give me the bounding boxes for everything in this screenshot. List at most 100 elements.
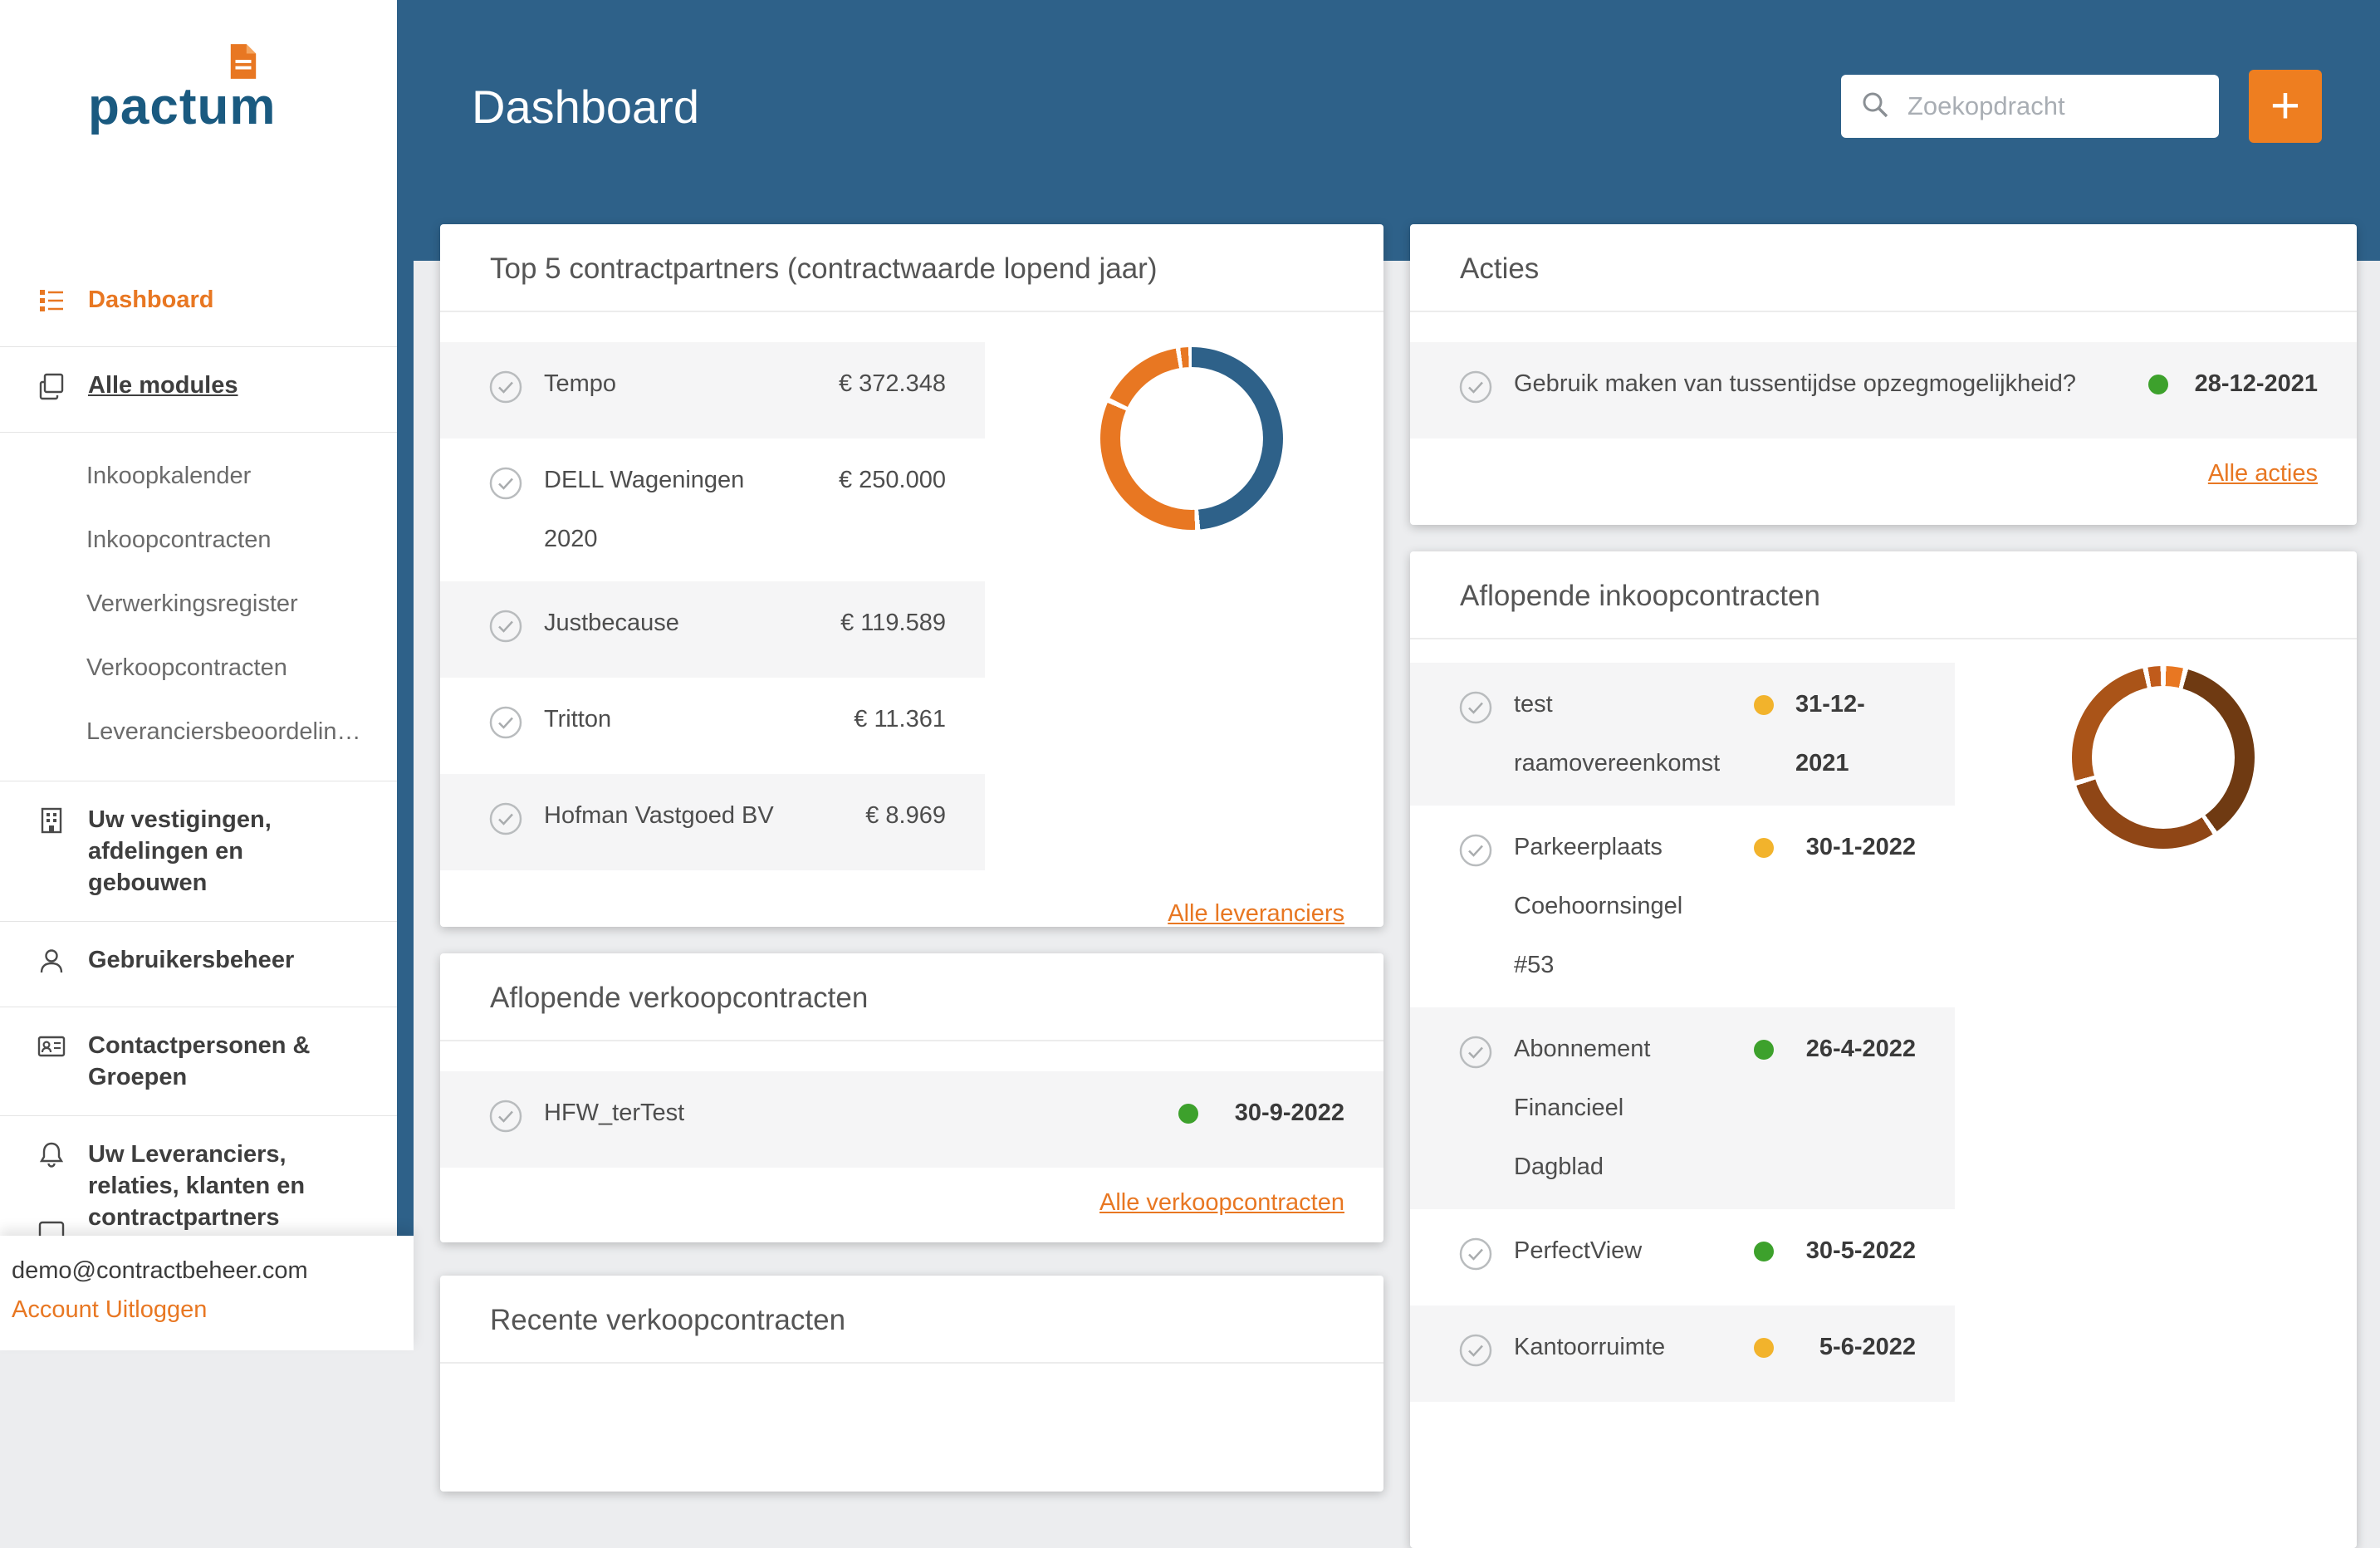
top5-donut-chart [1100, 347, 1283, 530]
contract-name: Abonnement Financieel Dagblad [1514, 1036, 1651, 1180]
card-aflopende-inkoopcontracten: Aflopende inkoopcontracten test raamover… [1410, 551, 2357, 1548]
check-circle-icon[interactable] [1459, 1234, 1492, 1293]
sidebar-item-dashboard[interactable]: Dashboard [0, 262, 397, 347]
page-title: Dashboard [472, 80, 699, 133]
partner-value: € 372.348 [838, 370, 946, 397]
partner-name: Tritton [544, 706, 612, 732]
check-circle-icon[interactable] [1459, 367, 1492, 426]
contract-date: 30-9-2022 [1234, 1100, 1344, 1126]
check-circle-icon[interactable] [1459, 1330, 1492, 1389]
check-circle-icon[interactable] [489, 463, 522, 522]
contract-name: HFW_terTest [544, 1100, 685, 1126]
modules-icon [37, 371, 66, 409]
contract-name: Parkeerplaats Coehoornsingel #53 [1514, 834, 1683, 978]
sidebar-item-inkoopcontracten[interactable]: Inkoopcontracten [86, 527, 272, 553]
actie-name: Gebruik maken van tussentijdse opzegmoge… [1514, 370, 2077, 397]
partner-name: DELL Wageningen 2020 [544, 467, 745, 552]
sidebar-item-label: Uw Leveranciers, relaties, klanten en co… [88, 1141, 306, 1231]
building-icon [37, 806, 66, 844]
check-circle-icon[interactable] [489, 606, 522, 665]
table-row[interactable]: Gebruik maken van tussentijdse opzegmoge… [1410, 342, 2357, 438]
status-dot-green [1178, 1104, 1198, 1124]
card-recente-verkoopcontracten: Recente verkoopcontracten [440, 1276, 1383, 1492]
status-dot-yellow [1754, 1338, 1774, 1358]
brand-name: pactum [88, 78, 277, 135]
dashboard-list-icon [37, 286, 66, 324]
table-row[interactable]: Hofman Vastgoed BV € 8.969 [440, 774, 985, 870]
partner-value: € 119.589 [840, 610, 946, 636]
check-circle-icon[interactable] [1459, 688, 1492, 747]
search-input[interactable] [1907, 91, 2202, 121]
sidebar-item-vestigingen[interactable]: Uw vestigingen, afdelingen en gebouwen [0, 781, 397, 922]
sidebar-module-list: Inkoopkalender Inkoopcontracten Verwerki… [0, 433, 397, 781]
sidebar-nav: Dashboard Alle modules Inkoopkalender In… [0, 262, 397, 1257]
add-button[interactable]: + [2249, 70, 2322, 143]
table-row[interactable]: Tritton € 11.361 [440, 678, 985, 774]
check-circle-icon[interactable] [489, 1096, 522, 1155]
card-acties: Acties Gebruik maken van tussentijdse op… [1410, 224, 2357, 525]
top5-list: Tempo € 372.348 DELL Wageningen 2020 € 2… [440, 342, 985, 870]
table-row[interactable]: DELL Wageningen 2020 € 250.000 [440, 438, 985, 581]
logout-link[interactable]: Account Uitloggen [12, 1296, 208, 1323]
sidebar-item-contactpersonen[interactable]: Contactpersonen & Groepen [0, 1007, 397, 1116]
alle-leveranciers-link[interactable]: Alle leveranciers [1168, 900, 1344, 927]
sidebar-item-gebruikersbeheer[interactable]: Gebruikersbeheer [0, 922, 397, 1007]
check-circle-icon[interactable] [1459, 830, 1492, 889]
sidebar-item-verkoopcontracten[interactable]: Verkoopcontracten [86, 654, 287, 681]
table-row[interactable]: test raamovereenkomst 31-12-2021 [1410, 663, 1955, 806]
check-circle-icon[interactable] [489, 703, 522, 762]
partner-value: € 250.000 [838, 467, 946, 493]
search-box[interactable] [1841, 75, 2219, 138]
table-row[interactable]: Kantoorruimte 5-6-2022 [1410, 1306, 1955, 1402]
page-header: Dashboard + [414, 0, 2380, 261]
user-icon [37, 946, 66, 984]
brand-logo[interactable]: pactum [88, 44, 354, 154]
document-icon [228, 42, 259, 85]
partner-name: Tempo [544, 370, 617, 397]
acties-list: Gebruik maken van tussentijdse opzegmoge… [1410, 342, 2357, 438]
partner-name: Justbecause [544, 610, 679, 636]
check-circle-icon[interactable] [489, 799, 522, 858]
card-title: Acties [1410, 224, 2357, 312]
status-dot-green [1754, 1040, 1774, 1060]
alle-verkoopcontracten-link[interactable]: Alle verkoopcontracten [1099, 1189, 1344, 1216]
table-row[interactable]: Parkeerplaats Coehoornsingel #53 30-1-20… [1410, 806, 1955, 1007]
sidebar-item-alle-modules[interactable]: Alle modules [0, 347, 397, 433]
card-title: Recente verkoopcontracten [440, 1276, 1383, 1364]
bell-icon [37, 1140, 66, 1178]
alle-acties-link[interactable]: Alle acties [2207, 460, 2318, 487]
sidebar-accent-strip [397, 0, 414, 1350]
card-title: Aflopende verkoopcontracten [440, 953, 1383, 1041]
actie-date: 28-12-2021 [2194, 370, 2318, 397]
sidebar-item-leveranciers-relaties[interactable]: Uw Leveranciers, relaties, klanten en co… [0, 1116, 397, 1257]
user-email: demo@contractbeheer.com [12, 1257, 308, 1284]
check-circle-icon[interactable] [1459, 1032, 1492, 1091]
contract-date: 26-4-2022 [1805, 1036, 1916, 1062]
contract-name: test raamovereenkomst [1514, 691, 1721, 776]
contract-date: 5-6-2022 [1819, 1334, 1916, 1360]
sidebar-item-label: Alle modules [88, 372, 238, 399]
contract-date: 30-5-2022 [1805, 1237, 1916, 1264]
contract-date: 30-1-2022 [1805, 834, 1916, 860]
sidebar-item-label: Uw vestigingen, afdelingen en gebouwen [88, 806, 272, 896]
contract-name: Kantoorruimte [1514, 1334, 1666, 1360]
card-title: Aflopende inkoopcontracten [1410, 551, 2357, 639]
card-aflopende-verkoopcontracten: Aflopende verkoopcontracten HFW_terTest … [440, 953, 1383, 1242]
sidebar-item-verwerkingsregister[interactable]: Verwerkingsregister [86, 590, 298, 617]
sidebar-item-inkoopkalender[interactable]: Inkoopkalender [86, 463, 252, 489]
table-row[interactable]: Tempo € 372.348 [440, 342, 985, 438]
sidebar-item-leveranciersbeoordeling[interactable]: Leveranciersbeoordelin… [86, 718, 361, 745]
check-circle-icon[interactable] [489, 367, 522, 426]
status-dot-yellow [1754, 695, 1774, 715]
partner-value: € 8.969 [865, 802, 946, 829]
contact-card-icon [37, 1031, 66, 1070]
table-row[interactable]: PerfectView 30-5-2022 [1410, 1209, 1955, 1306]
card-top5-contractpartners: Top 5 contractpartners (contractwaarde l… [440, 224, 1383, 927]
table-row[interactable]: Abonnement Financieel Dagblad 26-4-2022 [1410, 1007, 1955, 1209]
table-row[interactable]: HFW_terTest 30-9-2022 [440, 1071, 1383, 1168]
sidebar: pactum Dashboard [0, 0, 397, 1350]
sidebar-item-label: Dashboard [88, 287, 214, 313]
sidebar-item-label: Contactpersonen & Groepen [88, 1032, 311, 1090]
sidebar-item-label: Gebruikersbeheer [88, 947, 295, 973]
table-row[interactable]: Justbecause € 119.589 [440, 581, 985, 678]
